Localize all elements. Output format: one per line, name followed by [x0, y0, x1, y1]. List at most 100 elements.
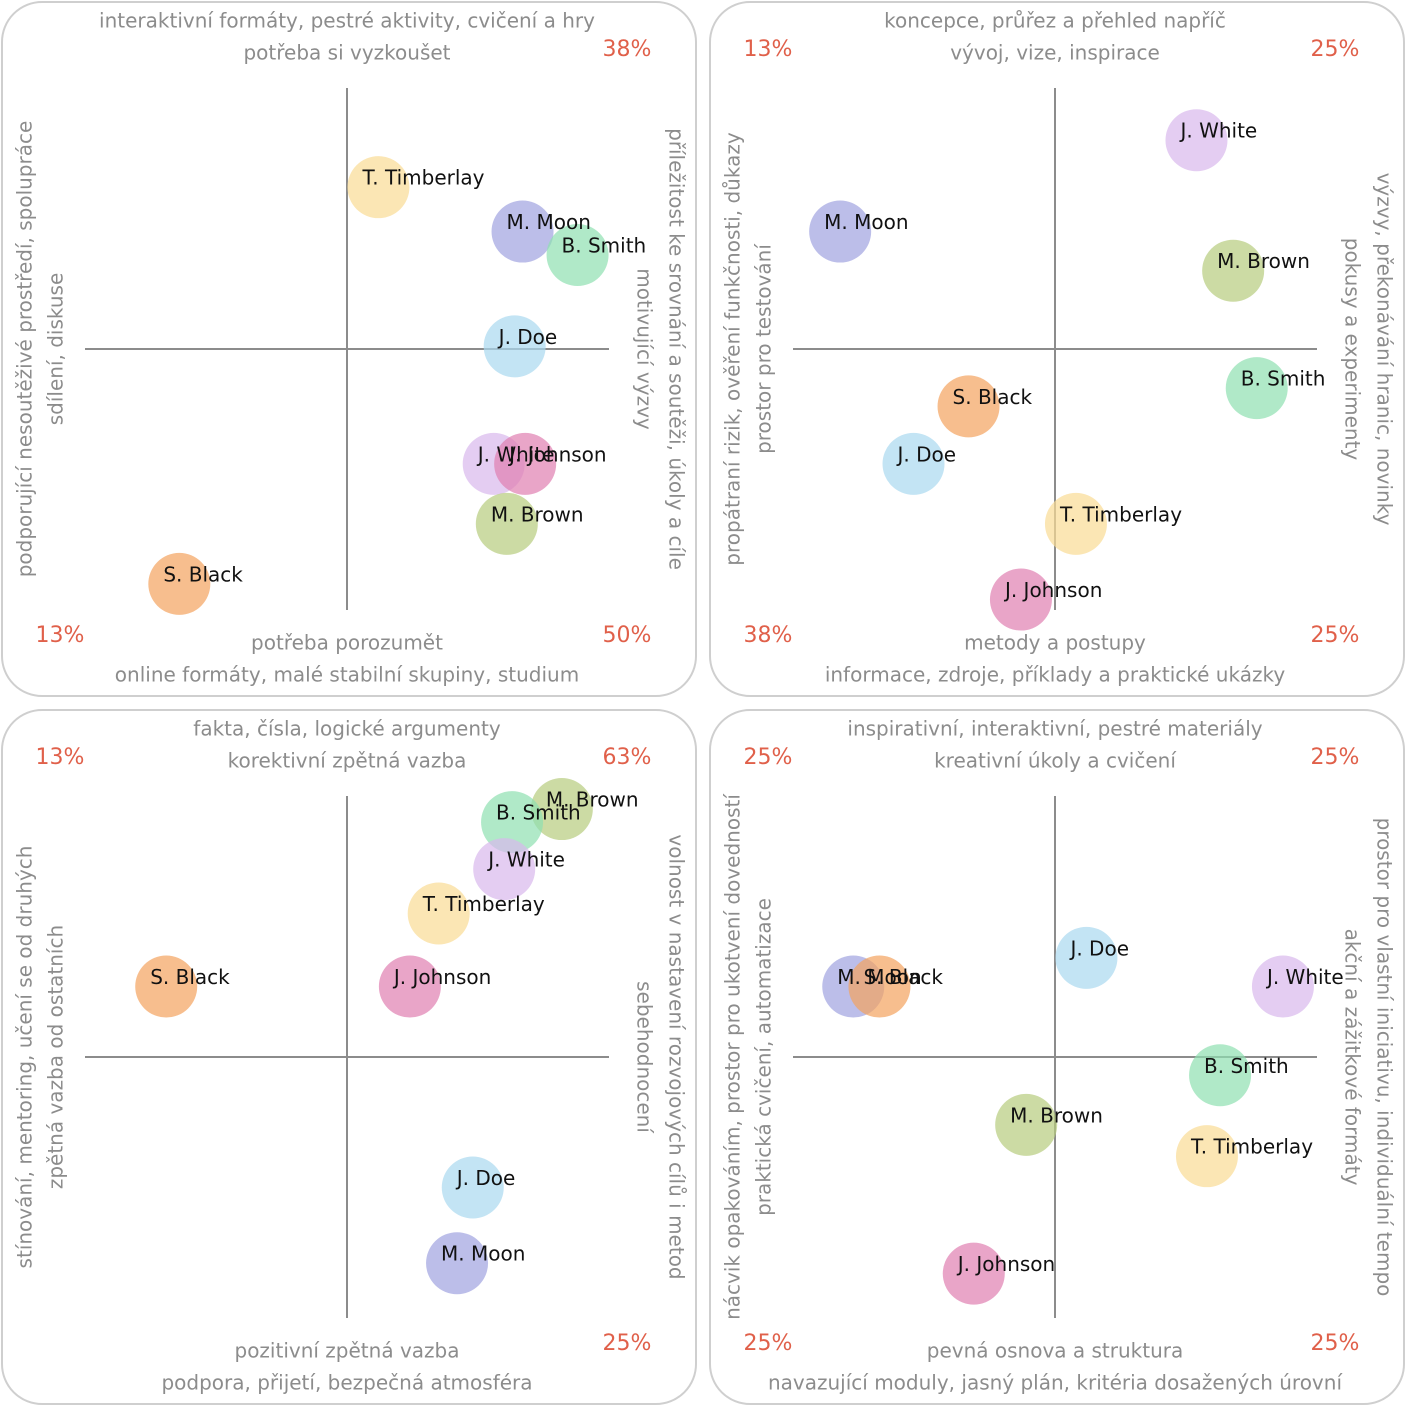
point-label: J. Johnson [956, 1252, 1055, 1276]
panel: fakta, čísla, logické argumenty korektivn… [1, 709, 697, 1405]
point-label: J. Doe [1068, 936, 1129, 960]
panel: inspirativní, interaktivní, pestré mater… [709, 709, 1405, 1405]
quadrant-share: 13% [36, 745, 85, 770]
left-label: podporující nesoutěživé prostředí, spolu… [13, 121, 37, 578]
point-label: B. Smith [496, 801, 581, 825]
bubble [378, 955, 441, 1018]
bottom-label: informace, zdroje, příklady a praktické … [825, 663, 1286, 687]
bubble [1175, 1125, 1238, 1188]
bubble [1225, 357, 1288, 420]
point-label: M. Brown [546, 788, 639, 812]
quadrant-share: 25% [1311, 37, 1360, 62]
right-label: příležitost ke srovnání a soutěži, úkoly… [665, 128, 689, 570]
quadrant-share: 63% [603, 745, 652, 770]
point-label: S. Black [863, 965, 943, 989]
bubble [347, 156, 410, 219]
top-label: vývoj, vize, inspirace [950, 41, 1160, 65]
point-label: M. Moon [507, 210, 591, 234]
bubble [1202, 239, 1265, 302]
bubble [475, 492, 538, 555]
top-label: koncepce, průřez a přehled napříč [884, 9, 1226, 33]
bubble [473, 838, 536, 901]
quadrant-share: 25% [1311, 745, 1360, 770]
point-label: J. White [486, 848, 565, 872]
point-label: M. Moon [837, 965, 921, 989]
left-label: praktická cvičení, automatizace [752, 898, 776, 1216]
right-label: pokusy a experimenty [1341, 238, 1365, 461]
bottom-label: navazující moduly, jasný plán, kritéria … [768, 1371, 1343, 1395]
point-label: J. Johnson [507, 442, 606, 466]
bubble [937, 375, 1000, 438]
point-label: M. Moon [824, 210, 908, 234]
left-label: sdílení, diskuse [44, 273, 68, 426]
bubble [491, 200, 554, 263]
left-label: zpětná vazba od ostatních [44, 925, 68, 1189]
point-label: J. Doe [497, 325, 558, 349]
quadrant-share: 25% [1311, 1331, 1360, 1356]
bubble [809, 200, 872, 263]
bubble [989, 568, 1052, 631]
quadrant-share: 13% [744, 37, 793, 62]
point-label: M. Brown [1217, 249, 1310, 273]
bottom-label: online formáty, malé stabilní skupiny, s… [115, 663, 579, 687]
right-label: sebehodnocení [633, 981, 657, 1134]
point-label: J. Johnson [392, 965, 491, 989]
panel-frame [1, 709, 697, 1405]
bubble [426, 1232, 489, 1295]
bubble [407, 882, 470, 945]
panel: koncepce, průřez a přehled napříč vývoj, … [709, 1, 1405, 697]
point-label: T. Timberlay [1190, 1135, 1313, 1159]
point-label: S. Black [150, 965, 230, 989]
point-label: B. Smith [1241, 367, 1326, 391]
bubble [882, 432, 945, 495]
bottom-label: pevná osnova a struktura [927, 1339, 1184, 1363]
bubble [546, 224, 609, 287]
point-label: B. Smith [1204, 1054, 1289, 1078]
point-label: T. Timberlay [361, 166, 484, 190]
top-label: fakta, čísla, logické argumenty [193, 717, 501, 741]
quadrant-share: 25% [744, 1331, 793, 1356]
top-label: interaktivní formáty, pestré aktivity, c… [99, 9, 595, 33]
quadrant-share: 38% [744, 623, 793, 648]
bottom-label: pozitivní zpětná vazba [235, 1339, 460, 1363]
point-label: M. Brown [1010, 1103, 1103, 1127]
bubble [1044, 492, 1107, 555]
quadrant-share: 13% [36, 623, 85, 648]
point-label: J. Doe [455, 1166, 516, 1190]
left-label: propátraní rizik, ověření funkčnosti, dů… [721, 132, 745, 566]
right-label: akční a zážitkové formáty [1341, 929, 1365, 1186]
left-label: prostor pro testování [752, 243, 776, 454]
bottom-label: metody a postupy [964, 631, 1146, 655]
quadrant-share: 25% [744, 745, 793, 770]
quadrant-share: 25% [1311, 623, 1360, 648]
right-label: prostor pro vlastní iniciativu, individu… [1373, 818, 1397, 1297]
bubble [483, 315, 546, 378]
point-label: J. White [476, 442, 555, 466]
bubble [942, 1242, 1005, 1305]
top-label: potřeba si vyzkoušet [243, 41, 450, 65]
top-label: inspirativní, interaktivní, pestré mater… [847, 717, 1262, 741]
bubble [1251, 955, 1314, 1018]
top-label: kreativní úkoly a cvičení [934, 749, 1177, 773]
point-label: J. White [1265, 965, 1344, 989]
top-label: korektivní zpětná vazba [228, 749, 467, 773]
bubble [1189, 1044, 1252, 1107]
quadrant-share: 38% [603, 37, 652, 62]
point-label: M. Brown [491, 502, 584, 526]
point-label: S. Black [163, 562, 243, 586]
bubble [530, 778, 593, 841]
point-label: B. Smith [562, 234, 647, 258]
right-label: volnost v nastavení rozvojových cílů i m… [665, 834, 689, 1279]
bottom-label: potřeba porozumět [251, 631, 443, 655]
quadrant-share: 50% [603, 623, 652, 648]
left-label: nácvik opakováním, prostor pro ukotvení … [721, 793, 745, 1320]
bottom-label: podpora, přijetí, bezpečná atmosféra [161, 1371, 532, 1395]
right-label: výzvy, překonávání hranic, novinky [1373, 173, 1397, 526]
point-label: J. White [1178, 119, 1257, 143]
point-label: J. Doe [896, 442, 957, 466]
bubble [1055, 926, 1118, 989]
panel-frame [709, 709, 1405, 1405]
panel: interaktivní formáty, pestré aktivity, c… [1, 1, 697, 697]
